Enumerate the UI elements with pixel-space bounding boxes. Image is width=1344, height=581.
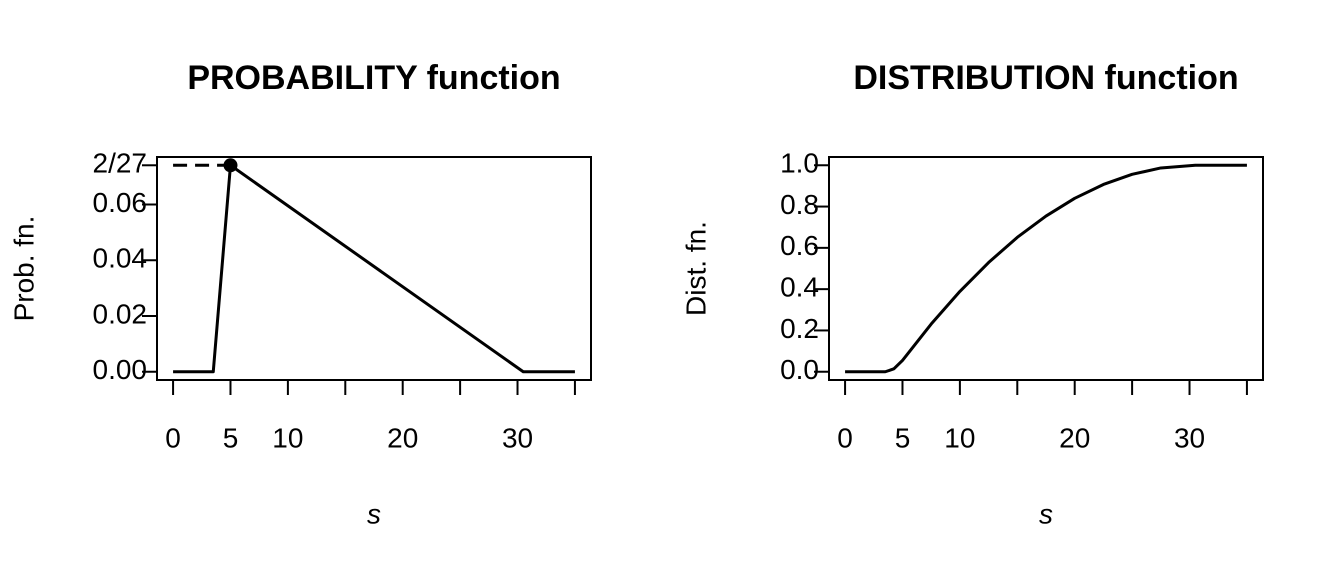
x-tick-label: 0 <box>837 422 853 453</box>
x-tick-label: 0 <box>165 422 181 453</box>
x-tick-label: 30 <box>502 422 533 453</box>
x-tick-label: 5 <box>895 422 911 453</box>
y-tick-label: 0.02 <box>93 298 148 329</box>
y-tick-label: 0.8 <box>780 189 819 220</box>
chart-title: DISTRIBUTION function <box>853 59 1238 97</box>
y-tick-label: 2/27 <box>93 148 148 179</box>
y-tick-label: 0.6 <box>780 230 819 261</box>
chart-title: PROBABILITY function <box>187 59 560 97</box>
y-tick-label: 1.0 <box>780 148 819 179</box>
y-tick-label: 0.0 <box>780 354 819 385</box>
x-axis-title: s <box>1039 498 1053 529</box>
x-tick-label: 20 <box>1059 422 1090 453</box>
point <box>223 158 238 173</box>
y-tick-label: 0.2 <box>780 313 819 344</box>
x-tick-label: 5 <box>223 422 239 453</box>
x-tick-label: 10 <box>272 422 303 453</box>
y-axis-title: Dist. fn. <box>680 221 711 316</box>
y-tick-label: 0.00 <box>93 354 148 385</box>
y-tick-label: 0.06 <box>93 187 148 218</box>
y-axis-title: Prob. fn. <box>8 216 39 322</box>
line <box>845 163 1247 374</box>
x-tick-label: 20 <box>387 422 418 453</box>
y-tick-label: 0.4 <box>780 272 819 303</box>
y-tick-label: 0.04 <box>93 243 148 274</box>
x-axis-title: s <box>367 498 381 529</box>
x-tick-label: 30 <box>1174 422 1205 453</box>
x-tick-label: 10 <box>944 422 975 453</box>
